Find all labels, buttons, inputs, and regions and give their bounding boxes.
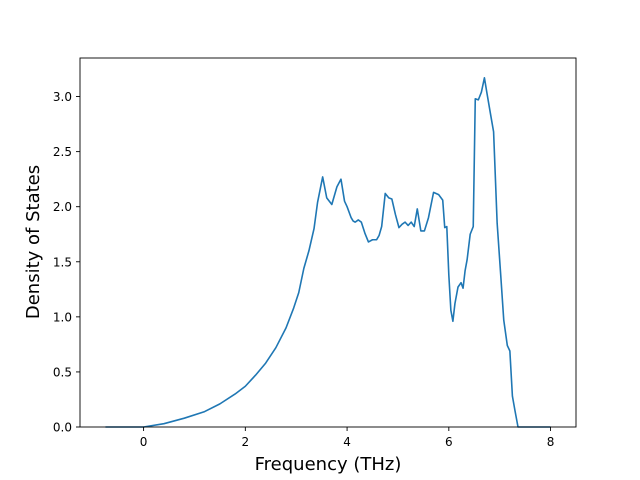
y-tick-label: 0.5 bbox=[53, 365, 72, 379]
x-axis-ticks: 0 2 4 6 8 bbox=[140, 427, 555, 449]
x-axis-label: Frequency (THz) bbox=[255, 454, 402, 475]
series-line-density-of-states bbox=[105, 77, 551, 428]
y-tick-label: 2.0 bbox=[53, 200, 72, 214]
x-tick-label: 8 bbox=[547, 435, 555, 449]
y-tick-label: 3.0 bbox=[53, 90, 72, 104]
y-tick-label: 0.0 bbox=[53, 421, 72, 435]
axes-frame bbox=[79, 57, 577, 428]
y-tick-label: 1.0 bbox=[53, 310, 72, 324]
x-tick-label: 4 bbox=[343, 435, 351, 449]
plot-area bbox=[105, 77, 551, 428]
y-axis-ticks: 0.0 0.5 1.0 1.5 2.0 2.5 3.0 bbox=[53, 90, 80, 435]
x-tick-label: 2 bbox=[242, 435, 250, 449]
y-axis-label: Density of States bbox=[23, 165, 44, 319]
x-tick-label: 0 bbox=[140, 435, 148, 449]
x-tick-label: 6 bbox=[445, 435, 453, 449]
y-tick-label: 1.5 bbox=[53, 255, 72, 269]
y-tick-label: 2.5 bbox=[53, 145, 72, 159]
